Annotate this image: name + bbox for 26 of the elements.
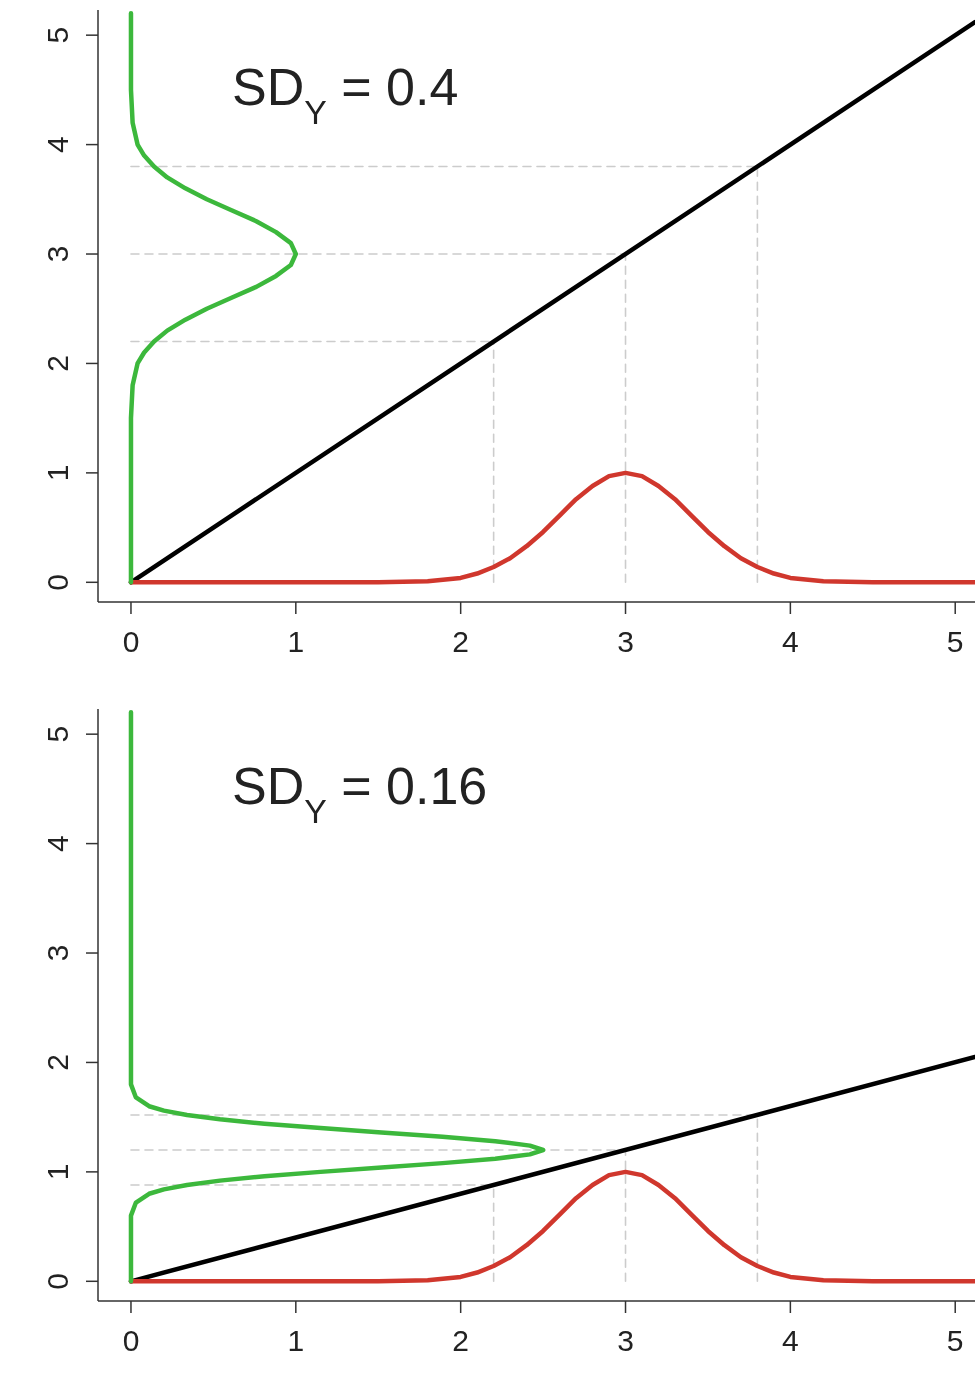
x-tick-label: 5 — [946, 1324, 964, 1357]
y-tick-label: 3 — [41, 944, 74, 962]
x-tick-label: 4 — [782, 625, 799, 658]
y-tick-label: 0 — [41, 1272, 74, 1290]
y-tick-label: 5 — [41, 26, 74, 44]
y-tick-label: 4 — [41, 136, 74, 153]
y-tick-label: 2 — [41, 355, 74, 372]
text: SD$_{Y}$ = 0.4 — [232, 58, 459, 131]
y-tick-label: 3 — [41, 245, 74, 263]
x-tick-label: 1 — [287, 1324, 305, 1357]
y-tick-label: 5 — [41, 725, 74, 743]
y-tick-label: 0 — [41, 573, 74, 591]
x-tick-label: 4 — [782, 1324, 799, 1357]
x-tick-label: 1 — [287, 625, 305, 658]
y-tick-label: 2 — [41, 1054, 74, 1071]
x-tick-label: 3 — [617, 1324, 634, 1357]
x-tick-label: 0 — [122, 1324, 140, 1357]
y-tick-label: 4 — [41, 835, 74, 852]
x-tick-label: 2 — [452, 625, 470, 658]
x-tick-label: 5 — [946, 625, 964, 658]
x-tick-label: 2 — [452, 1324, 470, 1357]
text: SD$_{Y}$ = 0.16 — [232, 757, 488, 830]
y-tick-label: 1 — [41, 1163, 74, 1181]
y-tick-label: 1 — [41, 464, 74, 482]
x-tick-label: 3 — [617, 625, 634, 658]
x-tick-label: 0 — [122, 625, 140, 658]
